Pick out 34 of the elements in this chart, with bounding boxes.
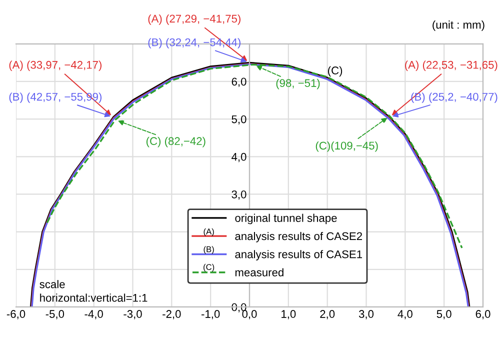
text: (unit : mm) (432, 20, 484, 31)
annotation: (C)(109,−45) (316, 141, 378, 152)
annotation: (A) (33,97, −42,17) (9, 60, 102, 71)
x-tick-label: -5,0 (46, 310, 64, 320)
legend-label: analysis results of CASE2 (235, 232, 362, 242)
y-tick-label: 3,0 (232, 190, 246, 200)
x-tick-label: 0,0 (242, 310, 257, 320)
x-tick-label: -2,0 (162, 310, 181, 320)
legend-label: measured (235, 268, 284, 276)
y-tick-label: 6,0 (232, 78, 246, 87)
y-tick-label: 4,0 (232, 152, 246, 162)
annotation: (A) (22,53, −31,65) (405, 60, 498, 71)
x-tick-label: -3,0 (124, 310, 142, 320)
x-tick-label: 3,0 (358, 310, 374, 320)
x-tick-label: -4,0 (84, 310, 103, 320)
annotation: (C) (82,−42) (146, 136, 206, 148)
annotation: (98, −51) (276, 78, 320, 90)
x-tick-label: -6,0 (6, 310, 26, 320)
x-tick-label: 1,0 (282, 310, 296, 320)
y-tick-label: 5,0 (232, 115, 246, 125)
x-tick-label: -1,0 (202, 310, 220, 320)
legend-label: analysis results of CASE1 (235, 250, 362, 260)
annotation: (A) (204, 228, 214, 236)
x-tick-label: 2,0 (320, 310, 335, 320)
annotation: (B) (204, 246, 214, 254)
x-tick-label: 5,0 (436, 310, 452, 320)
x-tick-label: 6,0 (476, 310, 490, 320)
annotation: (C) (204, 264, 214, 272)
annotation: (A) (27,29, −41,75) (148, 14, 240, 25)
annotation: (B) (25,2, −40,77) (411, 92, 498, 103)
annotation: (C) (328, 66, 342, 77)
annotation: scale horizontal:vertical=1:1 (40, 280, 148, 302)
legend-label: original tunnel shape (235, 214, 337, 224)
x-tick-label: 4,0 (398, 310, 412, 320)
